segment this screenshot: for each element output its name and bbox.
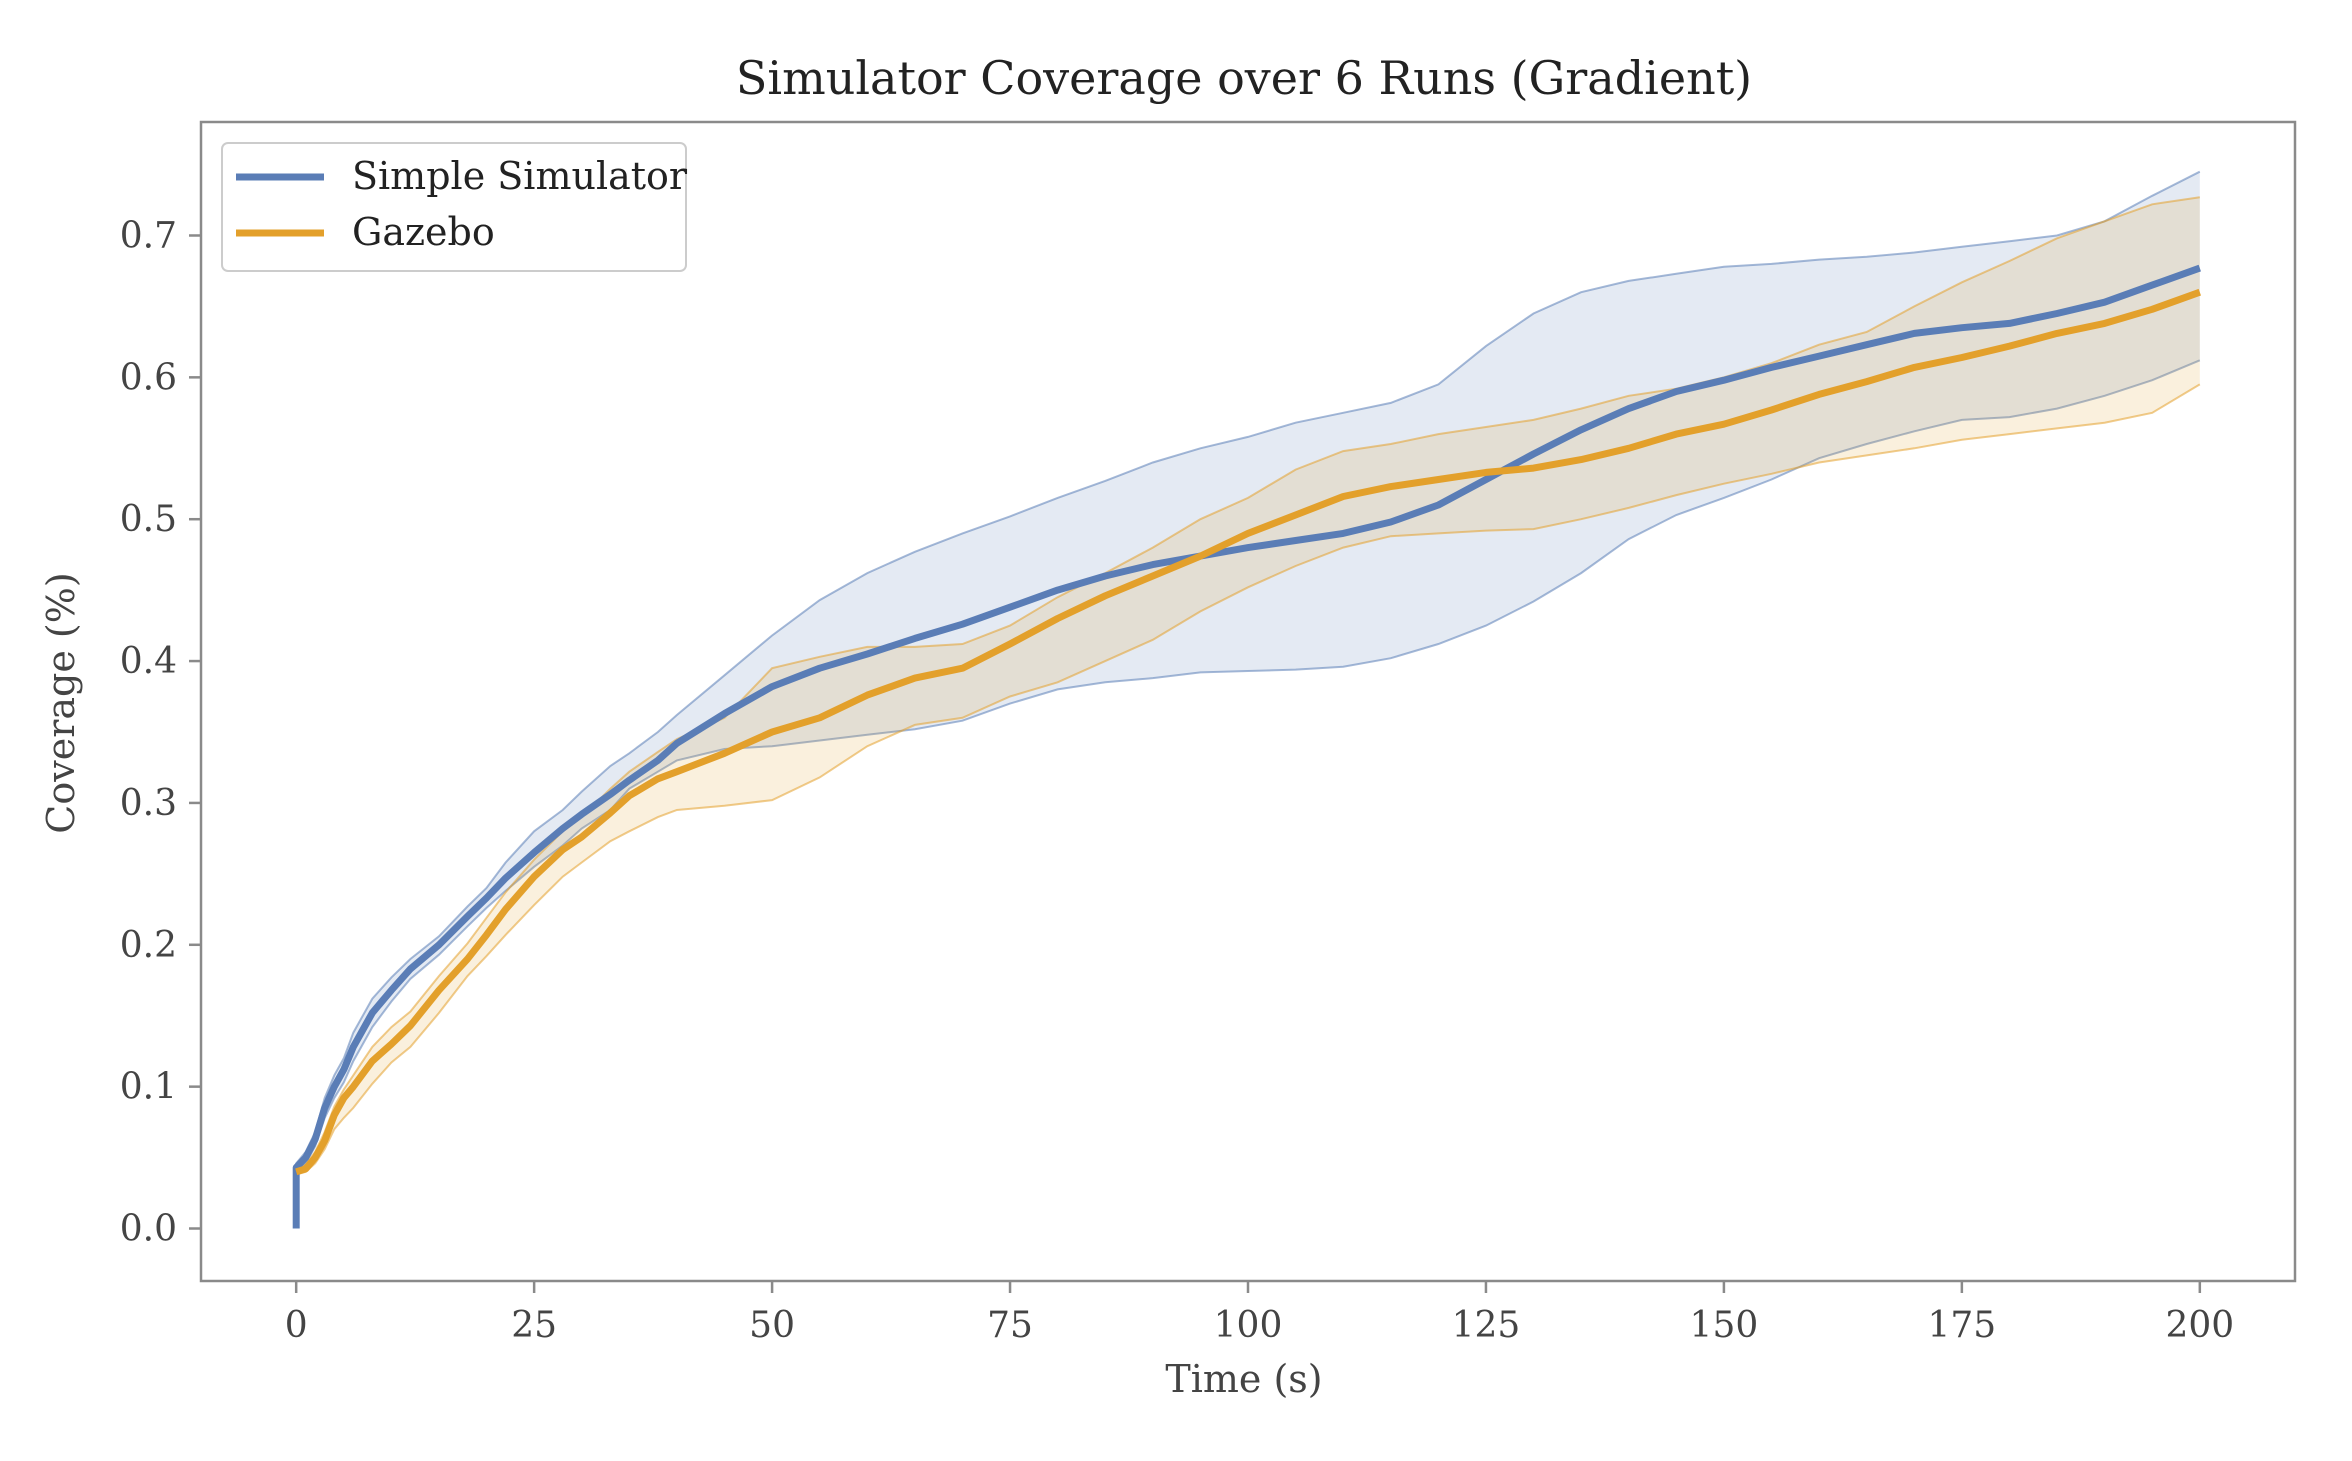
confidence-bands bbox=[295, 170, 2201, 1229]
x-tick-label: 0 bbox=[285, 1305, 308, 1346]
y-tick-label: 0.2 bbox=[120, 925, 177, 966]
x-tick-label: 100 bbox=[1214, 1305, 1283, 1346]
gazebo-band-upper-edge bbox=[295, 196, 2200, 1170]
legend-box bbox=[221, 142, 687, 272]
y-tick-label: 0.7 bbox=[120, 215, 177, 256]
x-tick-label: 200 bbox=[2165, 1305, 2234, 1346]
legend-label-simple-simulator: Simple Simulator bbox=[352, 154, 688, 198]
y-tick-label: 0.3 bbox=[120, 783, 177, 824]
y-tick-label: 0.6 bbox=[120, 357, 177, 398]
x-axis-label: Time (s) bbox=[1165, 1357, 1322, 1401]
y-tick-label: 0.4 bbox=[120, 641, 177, 682]
x-tick-label: 50 bbox=[749, 1305, 795, 1346]
gazebo-band bbox=[296, 197, 2200, 1175]
x-axis-ticks: 0 25 50 75 100 125 150 175 200 bbox=[285, 1281, 2234, 1346]
y-axis-label: Coverage (%) bbox=[39, 572, 83, 833]
x-tick-label: 175 bbox=[1928, 1305, 1997, 1346]
x-tick-label: 125 bbox=[1452, 1305, 1521, 1346]
y-tick-label: 0.1 bbox=[120, 1067, 177, 1108]
simple-simulator-band-lower-edge bbox=[295, 359, 2201, 1229]
gazebo-line bbox=[295, 288, 2201, 1176]
x-tick-label: 25 bbox=[511, 1305, 557, 1346]
simple-simulator-band bbox=[296, 171, 2200, 1229]
simple-simulator-band-upper-edge bbox=[295, 170, 2201, 1229]
legend: Simple Simulator Gazebo bbox=[221, 142, 688, 272]
simple-simulator-line bbox=[292, 264, 2201, 1229]
chart-title: Simulator Coverage over 6 Runs (Gradient… bbox=[736, 51, 1752, 105]
y-tick-label: 0.5 bbox=[120, 499, 177, 540]
x-tick-label: 150 bbox=[1690, 1305, 1759, 1346]
gazebo-band-lower-edge bbox=[295, 383, 2201, 1176]
y-tick-label: 0.0 bbox=[120, 1209, 177, 1250]
legend-label-gazebo: Gazebo bbox=[352, 210, 495, 254]
y-axis-ticks: 0.0 0.1 0.2 0.3 0.4 0.5 0.6 0.7 bbox=[120, 215, 201, 1250]
series-lines bbox=[292, 264, 2201, 1229]
x-tick-label: 75 bbox=[987, 1305, 1033, 1346]
